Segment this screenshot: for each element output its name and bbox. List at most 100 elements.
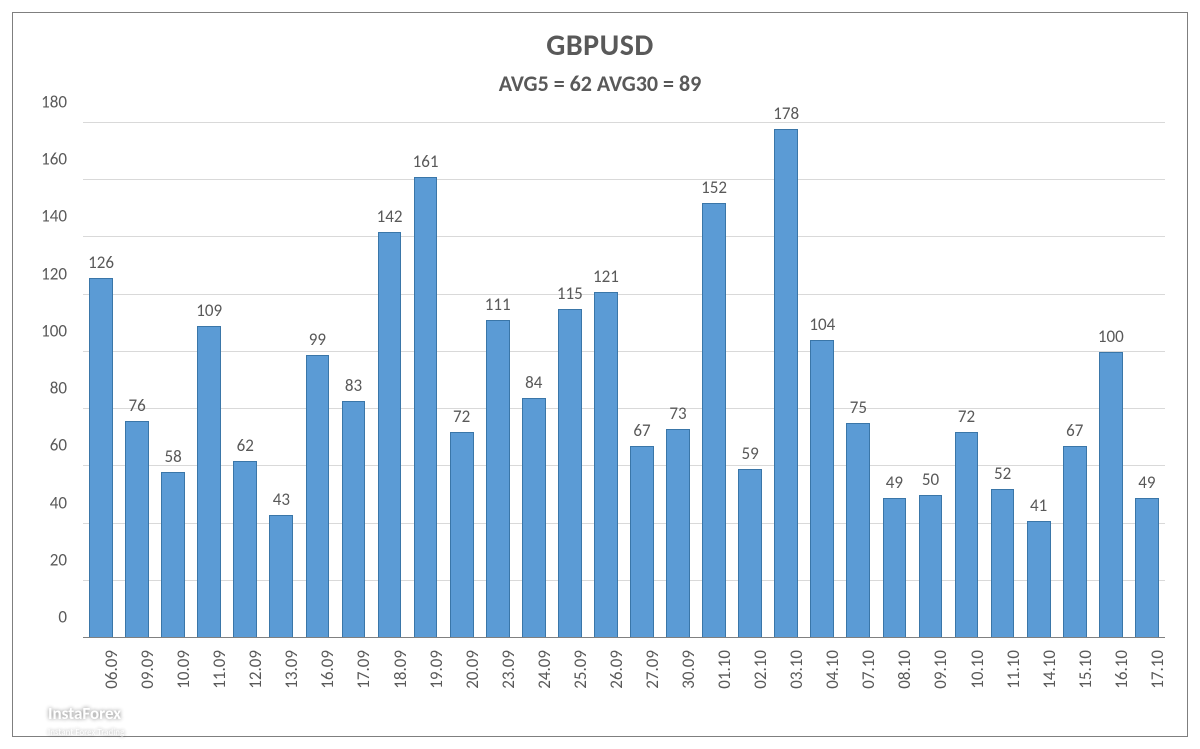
bar-slot: 49 <box>1129 123 1165 638</box>
bar-value-label: 99 <box>309 329 326 350</box>
bar-value-label: 73 <box>669 403 686 424</box>
bar: 142 <box>378 232 402 638</box>
bar: 109 <box>197 326 221 638</box>
bar-value-label: 142 <box>377 206 403 227</box>
bar-slot: 62 <box>227 123 263 638</box>
bar-slot: 99 <box>299 123 335 638</box>
y-tick-label: 120 <box>13 263 67 284</box>
x-axis-baseline <box>83 637 1165 638</box>
bar-value-label: 62 <box>237 435 254 456</box>
bar-slot: 115 <box>552 123 588 638</box>
bar-value-label: 75 <box>850 397 867 418</box>
x-label-slot: 26.09 <box>588 644 624 736</box>
watermark-sub: Instant Forex Trading <box>48 727 124 738</box>
bar-value-label: 52 <box>994 463 1011 484</box>
bar-slot: 83 <box>335 123 371 638</box>
y-tick-label: 60 <box>13 435 67 456</box>
x-label-slot: 15.10 <box>1057 644 1093 736</box>
watermark: InstaForex Instant Forex Trading <box>14 705 124 739</box>
bar: 49 <box>1135 498 1159 638</box>
bar-slot: 72 <box>444 123 480 638</box>
bar-slot: 126 <box>83 123 119 638</box>
x-label-slot: 09.10 <box>912 644 948 736</box>
x-label-slot: 30.09 <box>660 644 696 736</box>
bar: 76 <box>125 421 149 638</box>
bar: 178 <box>774 129 798 638</box>
bar: 49 <box>883 498 907 638</box>
bar: 62 <box>233 461 257 638</box>
bar-slot: 59 <box>732 123 768 638</box>
bar-value-label: 43 <box>273 489 290 510</box>
x-label-slot: 23.09 <box>480 644 516 736</box>
bar-slot: 161 <box>408 123 444 638</box>
bar-value-label: 111 <box>485 294 511 315</box>
bar: 126 <box>89 278 113 639</box>
bar: 73 <box>666 429 690 638</box>
bar-slot: 142 <box>372 123 408 638</box>
bar: 152 <box>702 203 726 638</box>
bar: 41 <box>1027 521 1051 638</box>
x-label-slot: 02.10 <box>732 644 768 736</box>
bar-slot: 152 <box>696 123 732 638</box>
x-label-slot: 17.10 <box>1129 644 1165 736</box>
y-tick-label: 40 <box>13 492 67 513</box>
x-label-slot: 24.09 <box>516 644 552 736</box>
bar: 115 <box>558 309 582 638</box>
y-tick-label: 140 <box>13 206 67 227</box>
x-label-slot: 01.10 <box>696 644 732 736</box>
watermark-main: InstaForex <box>48 703 121 724</box>
bar-slot: 43 <box>263 123 299 638</box>
y-tick-label: 180 <box>13 92 67 113</box>
y-tick-label: 20 <box>13 549 67 570</box>
x-label-slot: 07.10 <box>840 644 876 736</box>
bar-value-label: 76 <box>128 395 145 416</box>
bar-value-label: 67 <box>1066 420 1083 441</box>
bar: 72 <box>955 432 979 638</box>
bar-slot: 104 <box>804 123 840 638</box>
y-tick-label: 80 <box>13 378 67 399</box>
x-label-slot: 11.10 <box>985 644 1021 736</box>
bar: 100 <box>1099 352 1123 638</box>
bar-value-label: 84 <box>525 372 542 393</box>
bar: 50 <box>919 495 943 638</box>
bar-value-label: 152 <box>701 177 727 198</box>
bar-value-label: 126 <box>88 252 114 273</box>
bar-slot: 109 <box>191 123 227 638</box>
watermark-text-wrap: InstaForex Instant Forex Trading <box>48 705 124 739</box>
bar-slot: 67 <box>1057 123 1093 638</box>
x-label-slot: 11.09 <box>191 644 227 736</box>
x-label-slot: 14.10 <box>1021 644 1057 736</box>
bar: 161 <box>414 177 438 638</box>
bar-slot: 72 <box>949 123 985 638</box>
bar-value-label: 104 <box>809 314 835 335</box>
bar: 111 <box>486 320 510 638</box>
bar-value-label: 115 <box>557 283 583 304</box>
bar-slot: 100 <box>1093 123 1129 638</box>
x-label-slot: 10.10 <box>949 644 985 736</box>
bar-value-label: 178 <box>773 103 799 124</box>
bar: 99 <box>306 355 330 638</box>
bar: 83 <box>342 401 366 638</box>
x-label-slot: 27.09 <box>624 644 660 736</box>
bar-slot: 50 <box>912 123 948 638</box>
x-label-slot: 20.09 <box>444 644 480 736</box>
chart-subtitle: AVG5 = 62 AVG30 = 89 <box>13 70 1187 97</box>
bar-value-label: 121 <box>593 266 619 287</box>
x-label-slot: 17.09 <box>335 644 371 736</box>
x-label-slot: 16.09 <box>299 644 335 736</box>
x-label-slot: 08.10 <box>876 644 912 736</box>
bar-slot: 76 <box>119 123 155 638</box>
bar-slot: 84 <box>516 123 552 638</box>
bar-value-label: 83 <box>345 375 362 396</box>
y-tick-label: 100 <box>13 320 67 341</box>
x-label-slot: 12.09 <box>227 644 263 736</box>
bar-value-label: 41 <box>1030 495 1047 516</box>
bar: 52 <box>991 489 1015 638</box>
bar: 67 <box>1063 446 1087 638</box>
bar: 43 <box>269 515 293 638</box>
bar: 84 <box>522 398 546 638</box>
x-label-slot: 18.09 <box>372 644 408 736</box>
bar-value-label: 72 <box>453 406 470 427</box>
x-axis-labels: 06.0909.0910.0911.0912.0913.0916.0917.09… <box>83 644 1165 736</box>
bar-slot: 73 <box>660 123 696 638</box>
